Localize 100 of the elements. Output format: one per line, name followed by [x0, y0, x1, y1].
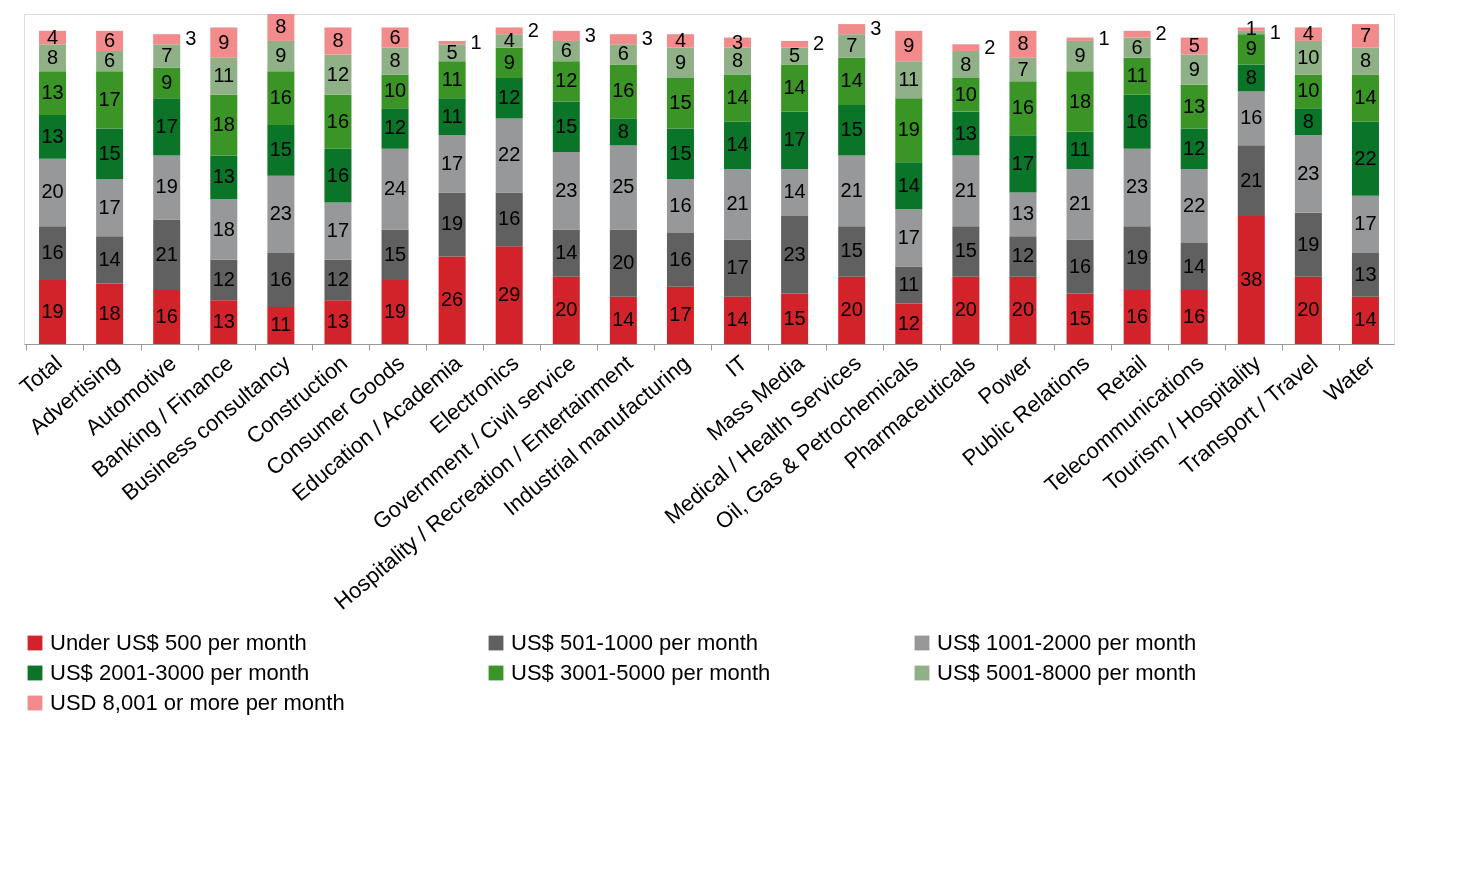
bar — [96, 71, 124, 129]
data-label: 13 — [1183, 94, 1206, 117]
data-label: 21 — [155, 242, 178, 265]
bar — [267, 253, 295, 307]
data-label: 8 — [1359, 49, 1372, 72]
bar — [1123, 148, 1151, 227]
data-label: 15 — [669, 91, 692, 114]
data-label: 8 — [1017, 32, 1029, 55]
data-label: 9 — [218, 30, 230, 53]
data-label: 14 — [612, 308, 635, 331]
bar — [153, 34, 181, 45]
data-label: 3 — [584, 23, 596, 46]
bar — [1237, 91, 1265, 146]
bar — [1180, 290, 1208, 344]
data-label: 16 — [1126, 109, 1149, 132]
bar — [838, 276, 866, 344]
data-label: 16 — [326, 163, 350, 186]
data-label: 9 — [1188, 57, 1200, 80]
data-label: 7 — [1359, 23, 1372, 46]
bar — [267, 175, 295, 254]
data-label: 11 — [1126, 64, 1148, 87]
legend-label: US$ 501-1000 per month — [511, 630, 759, 655]
data-label: 17 — [897, 225, 920, 248]
bar — [39, 280, 67, 344]
bar — [381, 280, 409, 344]
data-label: 9 — [903, 33, 915, 56]
data-label: 15 — [783, 306, 806, 329]
data-label: 16 — [155, 305, 178, 328]
data-label: 6 — [104, 49, 116, 72]
bar — [210, 199, 238, 260]
data-label: 14 — [840, 69, 863, 92]
data-label: 6 — [389, 25, 401, 48]
bar — [666, 128, 694, 179]
bar — [153, 44, 181, 68]
bar — [952, 226, 980, 277]
data-label: 24 — [383, 177, 407, 200]
data-label: 22 — [1354, 146, 1377, 169]
data-label: 17 — [726, 256, 749, 279]
bar — [153, 290, 181, 344]
data-label: 14 — [726, 86, 749, 109]
x-tick-label: IT — [720, 350, 752, 382]
data-label: 13 — [212, 165, 235, 188]
data-label: 2 — [813, 32, 825, 55]
data-label: 16 — [498, 207, 521, 230]
bar — [1180, 242, 1208, 291]
data-label: 20 — [954, 298, 977, 321]
data-label: 17 — [669, 303, 692, 326]
data-label: 17 — [98, 195, 121, 218]
data-label: 23 — [783, 242, 806, 265]
data-label: 11 — [270, 313, 292, 336]
data-label: 11 — [898, 67, 920, 90]
bar — [838, 24, 866, 35]
data-label: 15 — [383, 242, 407, 265]
data-label: 23 — [269, 202, 292, 225]
bar — [1237, 145, 1265, 217]
data-label: 6 — [560, 39, 572, 62]
data-label: 10 — [1297, 79, 1320, 102]
data-label: 21 — [840, 178, 863, 201]
bar — [324, 148, 352, 203]
data-label: 7 — [846, 33, 858, 56]
data-label: 1 — [1269, 20, 1281, 43]
data-label: 6 — [617, 42, 629, 65]
data-label: 12 — [897, 311, 920, 334]
bar — [495, 118, 523, 193]
bar — [39, 226, 67, 281]
data-label: 16 — [1068, 254, 1092, 277]
legend-label: US$ 5001-8000 per month — [937, 660, 1197, 685]
data-label: 21 — [1068, 192, 1092, 215]
data-label: 9 — [275, 44, 287, 67]
bar — [781, 111, 809, 169]
data-label: 10 — [954, 82, 977, 105]
bar — [1066, 71, 1094, 132]
bar — [495, 27, 523, 35]
data-label: 12 — [383, 116, 407, 139]
data-label: 16 — [669, 193, 692, 216]
data-label: 1 — [1098, 27, 1110, 50]
data-label: 12 — [212, 268, 235, 291]
bar — [1180, 54, 1208, 85]
data-label: 8 — [1245, 65, 1257, 88]
bar — [267, 71, 295, 126]
data-label: 16 — [612, 79, 635, 102]
bar — [781, 40, 809, 48]
data-label: 18 — [98, 301, 121, 324]
data-label: 12 — [1011, 244, 1035, 267]
bar — [1009, 81, 1037, 136]
bar — [552, 30, 580, 41]
data-label: 13 — [212, 310, 235, 333]
bar — [1351, 195, 1379, 254]
data-label: 15 — [840, 118, 863, 141]
bar — [153, 98, 181, 156]
data-label: 10 — [1297, 45, 1320, 68]
bar — [96, 128, 124, 179]
bar — [438, 135, 466, 193]
data-label: 15 — [1068, 306, 1092, 329]
bar — [495, 192, 523, 247]
data-label: 14 — [1183, 254, 1206, 277]
data-label: 14 — [98, 247, 121, 270]
data-label: 16 — [269, 86, 292, 109]
data-label: 18 — [212, 113, 235, 136]
bar — [1009, 276, 1037, 344]
